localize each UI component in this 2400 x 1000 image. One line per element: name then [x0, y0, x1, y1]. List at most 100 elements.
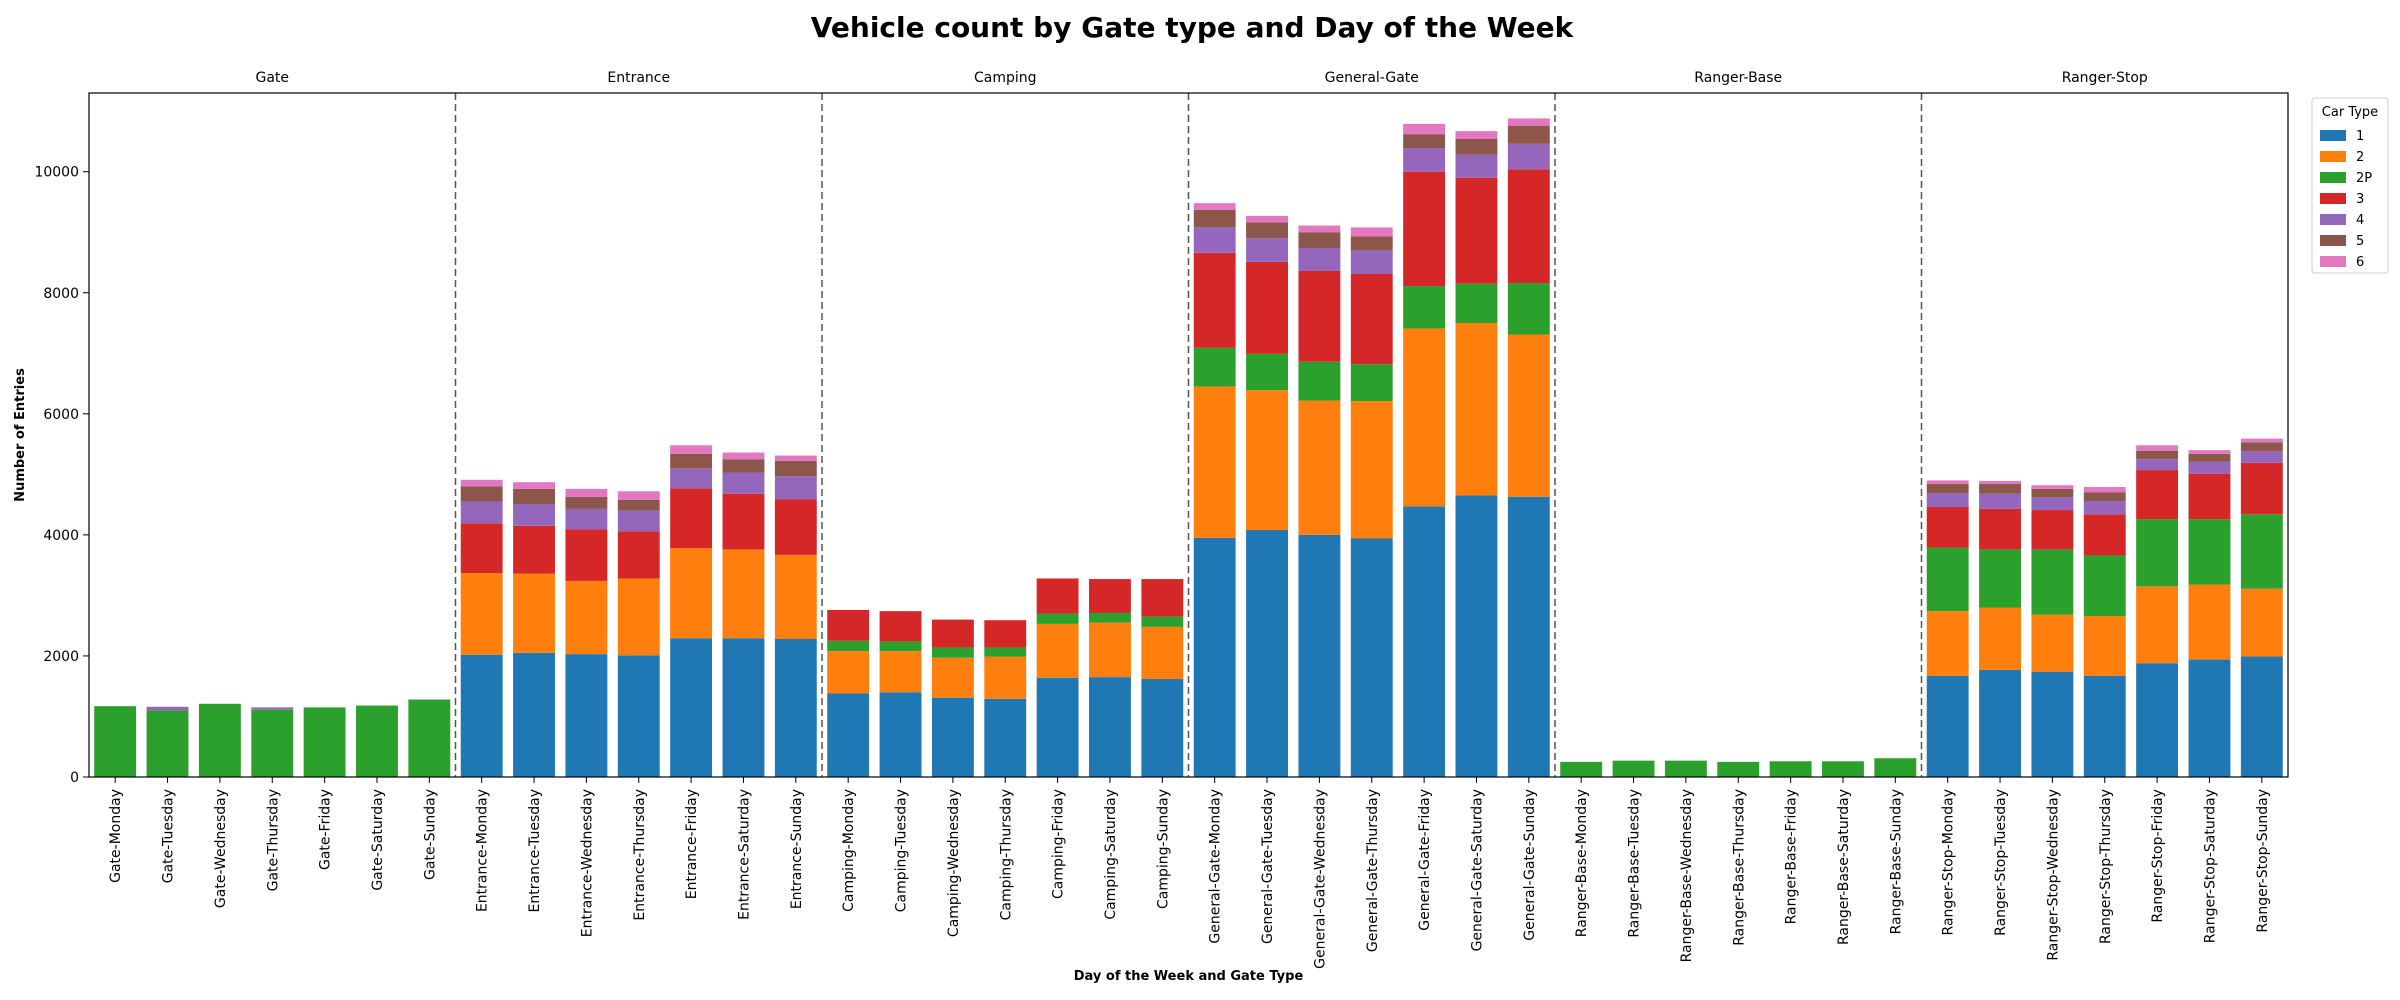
- legend-entry: 5: [2356, 234, 2364, 249]
- bar-segment: [1298, 225, 1341, 233]
- x-tick-label: Gate-Tuesday: [161, 789, 177, 883]
- x-tick-label: Ranger-Base-Thursday: [1731, 789, 1747, 946]
- y-axis-label: Number of Entries: [13, 368, 28, 502]
- bar-segment: [617, 578, 660, 656]
- bar-segment: [827, 609, 870, 641]
- bar-segment: [1246, 353, 1288, 391]
- legend-entry: 3: [2356, 192, 2364, 207]
- bar-segment: [1350, 538, 1393, 777]
- bar-segment: [722, 459, 765, 473]
- group-label: Ranger-Stop: [2062, 70, 2148, 86]
- bar-segment: [1193, 203, 1236, 210]
- bar-segment: [1507, 283, 1550, 335]
- bar-segment: [774, 638, 817, 777]
- bar-segment: [1979, 484, 2021, 494]
- x-tick-label: Gate-Sunday: [422, 789, 438, 880]
- bar-segment: [2031, 510, 2074, 550]
- bar-segment: [2188, 450, 2231, 454]
- group-label: Ranger-Base: [1694, 70, 1782, 86]
- bar-segment: [1036, 578, 1079, 614]
- bar-segment: [2240, 451, 2283, 463]
- bar-segment: [1350, 273, 1393, 365]
- bar-segment: [1979, 549, 2021, 608]
- bar-segment: [2188, 519, 2231, 585]
- bar-segment: [1246, 261, 1288, 354]
- bar-segment: [827, 693, 870, 777]
- bar-segment: [2031, 485, 2074, 489]
- bar-segment: [1298, 361, 1341, 401]
- legend-entry: 1: [2356, 129, 2364, 144]
- bar-segment: [408, 699, 451, 777]
- legend-entry: 2P: [2356, 171, 2372, 186]
- bar-segment: [2240, 462, 2283, 515]
- x-tick-label: General-Gate-Wednesday: [1312, 789, 1328, 969]
- bar-segment: [2136, 663, 2179, 777]
- bar-segment: [879, 692, 922, 777]
- bar-segment: [513, 652, 555, 777]
- legend-swatch: [2320, 151, 2346, 162]
- bar-segment: [303, 707, 346, 777]
- x-tick-label: General-Gate-Thursday: [1365, 789, 1381, 952]
- x-tick-label: General-Gate-Sunday: [1522, 789, 1538, 941]
- bar-segment: [1298, 247, 1341, 271]
- bar-segment: [1350, 401, 1393, 539]
- bar-segment: [1246, 215, 1288, 223]
- x-tick-label: Entrance-Saturday: [736, 789, 752, 920]
- bar-segment: [984, 698, 1027, 777]
- bar-segment: [1193, 347, 1236, 387]
- y-tick-label: 8000: [43, 286, 79, 302]
- x-tick-label: Gate-Monday: [108, 789, 124, 883]
- bar-segment: [1979, 508, 2021, 550]
- x-tick-label: Gate-Saturday: [370, 789, 386, 891]
- bar-segment: [1926, 493, 1969, 508]
- x-tick-label: Camping-Wednesday: [946, 789, 962, 937]
- x-tick-label: Entrance-Sunday: [789, 789, 805, 909]
- group-labels: Gate Entrance Camping General-Gate Ranger-Ba…: [255, 70, 2147, 86]
- x-tick-label: Ranger-Base-Friday: [1784, 789, 1800, 924]
- bar-segment: [1926, 675, 1969, 777]
- x-tick-label: Ranger-Stop-Thursday: [2098, 789, 2114, 944]
- bar-segment: [1141, 626, 1184, 679]
- bar-segment: [1403, 148, 1446, 172]
- bar-segment: [356, 705, 398, 777]
- x-axis-label: Day of the Week and Gate Type: [1074, 969, 1304, 984]
- bar-segment: [774, 455, 817, 462]
- bar-segment: [931, 619, 974, 648]
- bar-segment: [1717, 761, 1760, 777]
- bar-segment: [1193, 386, 1236, 538]
- bar-segment: [1926, 480, 1969, 485]
- group-label: General-Gate: [1325, 70, 1419, 86]
- bar-segment: [1193, 209, 1236, 228]
- bar-segment: [2136, 470, 2179, 520]
- bar-segment: [2188, 659, 2231, 777]
- bar-segment: [2240, 656, 2283, 777]
- bar-segment: [1298, 400, 1341, 535]
- bar-segment: [1926, 484, 1969, 494]
- bar-segment: [2136, 519, 2179, 587]
- x-tick-label: Ranger-Base-Sunday: [1888, 789, 1904, 934]
- bar-segment: [1455, 131, 1498, 139]
- bar-segment: [1403, 171, 1446, 287]
- x-tick-label: Gate-Friday: [318, 789, 334, 870]
- x-tick-label: General-Gate-Tuesday: [1260, 789, 1276, 944]
- bar-segment: [2083, 514, 2126, 556]
- bar-segment: [931, 697, 974, 777]
- bar-segment: [2083, 492, 2126, 501]
- bar-segment: [1403, 134, 1446, 149]
- bar-segment: [1089, 677, 1131, 777]
- x-tick-label: Ranger-Base-Monday: [1574, 789, 1590, 937]
- group-separators: [454, 93, 1923, 777]
- x-tick-label: Camping-Friday: [1051, 789, 1067, 899]
- bar-segment: [1246, 530, 1288, 777]
- bar-segment: [722, 452, 765, 460]
- bar-segment: [2136, 450, 2179, 460]
- bar-segment: [1926, 547, 1969, 612]
- bar-segment: [2136, 445, 2179, 451]
- bar-segment: [1089, 612, 1131, 623]
- bar-segment: [1979, 669, 2021, 777]
- x-tick-label: General-Gate-Monday: [1208, 789, 1224, 944]
- bar-segment: [2136, 586, 2179, 664]
- bar-segment: [670, 453, 713, 469]
- bar-segment: [2083, 615, 2126, 676]
